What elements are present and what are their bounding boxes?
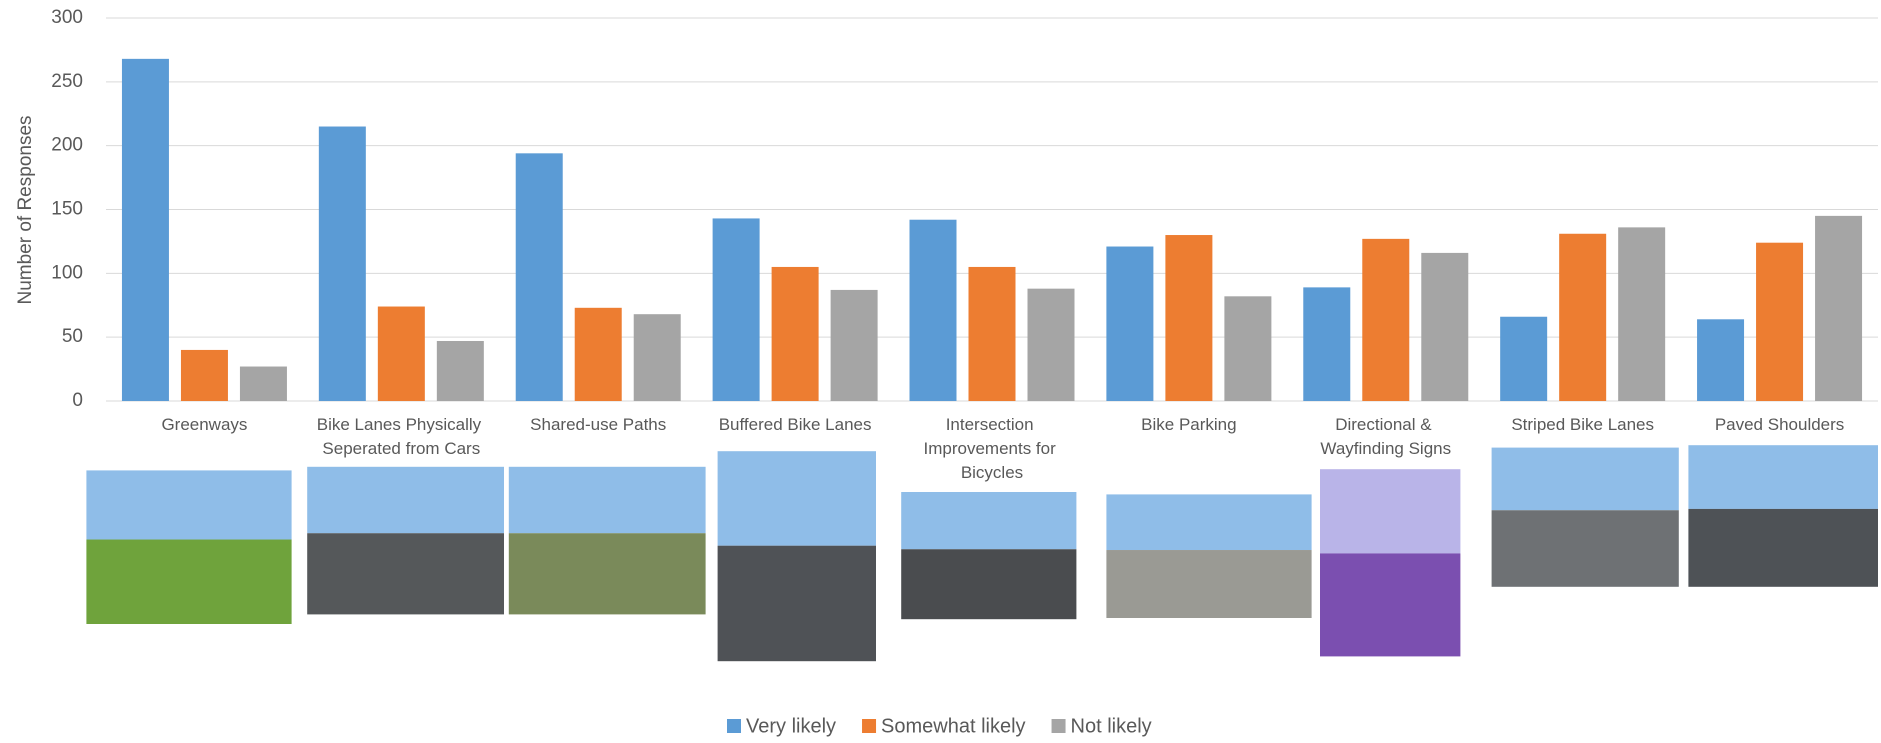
photo-ground — [1106, 550, 1312, 618]
photo-ground — [307, 533, 504, 615]
legend-label: Somewhat likely — [881, 715, 1026, 737]
bar — [436, 340, 484, 401]
bar — [1756, 242, 1804, 401]
bar — [1697, 319, 1745, 401]
photo — [86, 470, 292, 624]
photo-sky — [508, 466, 706, 534]
photo — [1688, 445, 1878, 587]
photo-sky — [1106, 494, 1312, 551]
y-tick-label: 0 — [72, 390, 83, 411]
bar — [1362, 238, 1410, 401]
bar — [1421, 252, 1469, 401]
bar — [377, 306, 425, 401]
legend-label: Not likely — [1071, 715, 1152, 737]
y-tick-label: 300 — [51, 7, 83, 28]
x-tick-label: Directional & Wayfinding Signs — [1320, 415, 1451, 458]
photo — [1106, 494, 1312, 618]
legend-label: Very likely — [746, 715, 836, 737]
bar — [239, 366, 287, 401]
y-tick-label: 150 — [51, 199, 83, 220]
photo-ground — [508, 533, 706, 615]
x-tick-label: Bike Parking — [1141, 415, 1236, 434]
bar — [968, 266, 1016, 401]
photo — [1491, 447, 1679, 587]
photo-ground — [1320, 553, 1461, 657]
photo-ground — [1688, 508, 1878, 587]
bar — [1303, 287, 1351, 401]
bar — [633, 314, 681, 401]
bar — [121, 58, 169, 401]
bar — [1106, 246, 1154, 401]
photo-ground — [901, 549, 1077, 620]
bar — [1500, 316, 1548, 401]
x-tick-label: Intersection Improvements for Bicycles — [924, 415, 1061, 482]
x-tick-label: Shared-use Paths — [530, 415, 666, 434]
photo-ground — [86, 539, 292, 624]
photo — [508, 466, 706, 615]
bar — [712, 218, 760, 401]
x-tick-label: Buffered Bike Lanes — [719, 415, 872, 434]
bar — [574, 307, 622, 401]
legend-swatch — [1051, 719, 1066, 733]
legend-swatch — [727, 719, 741, 733]
legend-swatch — [862, 719, 877, 733]
y-tick-label: 200 — [51, 135, 83, 156]
photo-sky — [901, 492, 1077, 550]
photo-sky — [717, 451, 876, 546]
x-tick-label: Bike Lanes Physically Seperated from Car… — [317, 415, 486, 458]
bar — [1027, 288, 1075, 401]
bar — [1618, 227, 1666, 401]
photo — [901, 492, 1077, 620]
y-tick-label: 100 — [51, 262, 83, 283]
photo-ground — [1491, 510, 1679, 587]
photo-sky — [1688, 445, 1878, 509]
y-tick-label: 50 — [62, 326, 83, 347]
bar — [318, 126, 366, 402]
photo — [1320, 469, 1461, 657]
bar — [1165, 235, 1213, 401]
photo-sky — [1491, 447, 1679, 511]
bar — [771, 266, 819, 401]
photo-sky — [86, 470, 292, 540]
photo — [717, 451, 876, 662]
bar — [1224, 296, 1272, 401]
y-tick-label: 250 — [51, 71, 83, 92]
bar — [1559, 233, 1607, 401]
photo-sky — [1320, 469, 1461, 554]
bar — [830, 289, 878, 401]
x-tick-label: Striped Bike Lanes — [1511, 415, 1654, 434]
x-tick-label: Paved Shoulders — [1715, 415, 1844, 434]
photo — [307, 466, 504, 615]
x-tick-label: Greenways — [161, 415, 247, 434]
bar — [909, 219, 957, 401]
photo-ground — [717, 545, 876, 662]
bar — [515, 153, 563, 401]
bar — [180, 349, 228, 401]
y-axis-label: Number of Responses — [15, 115, 36, 304]
photo-sky — [307, 466, 504, 534]
bar — [1815, 215, 1863, 401]
